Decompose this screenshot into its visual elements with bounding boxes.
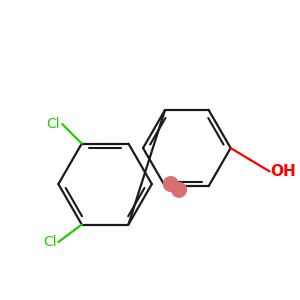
- Text: Cl: Cl: [47, 117, 60, 131]
- Text: Cl: Cl: [43, 235, 56, 249]
- Circle shape: [164, 177, 178, 191]
- Circle shape: [172, 183, 186, 197]
- Text: OH: OH: [271, 164, 296, 179]
